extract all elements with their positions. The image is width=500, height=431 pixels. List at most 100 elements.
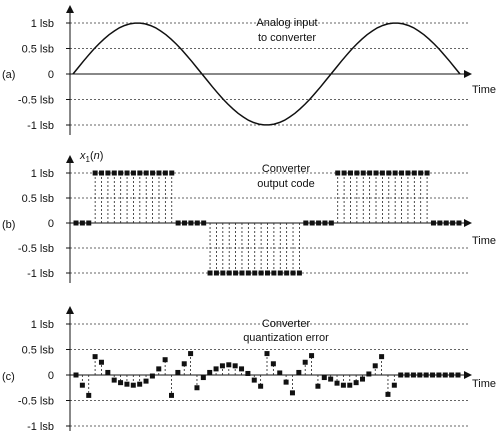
panel-a: 1 lsb 0.5 lsb 0 -0.5 lsb -1 lsb (a) Analog i… [2, 5, 496, 135]
y-tick-label: -0.5 lsb [18, 95, 54, 107]
sample-marker [399, 171, 404, 176]
x-axis-label-b: Time [472, 235, 496, 247]
sample-marker [386, 171, 391, 176]
sample-marker [444, 221, 449, 226]
sample-marker [335, 381, 340, 386]
sample-marker [291, 271, 296, 276]
panel-label-b: (b) [2, 219, 15, 231]
sample-marker [144, 171, 149, 176]
x-axis-label-a: Time [472, 84, 496, 96]
sample-marker [456, 373, 461, 378]
sample-marker [156, 366, 161, 371]
x-axis-arrow [464, 371, 472, 379]
sample-marker [265, 351, 270, 356]
sample-marker [424, 373, 429, 378]
panel-label-a: (a) [2, 69, 15, 81]
sample-marker [316, 221, 321, 226]
y-tick-label: 0 [48, 218, 54, 230]
sample-marker [169, 171, 174, 176]
sample-marker [271, 361, 276, 366]
sample-marker [380, 171, 385, 176]
sample-marker [328, 377, 333, 382]
sample-marker [450, 221, 455, 226]
sample-marker [347, 383, 352, 388]
sample-marker [169, 393, 174, 398]
sample-marker [80, 383, 85, 388]
sample-marker [131, 171, 136, 176]
sample-marker [374, 171, 379, 176]
sample-marker [150, 374, 155, 379]
sample-marker [227, 271, 232, 276]
annotation-b-line2: output code [257, 178, 315, 190]
sample-marker [425, 171, 430, 176]
sample-marker [182, 221, 187, 226]
panel-label-c: (c) [2, 371, 15, 383]
sample-marker [411, 373, 416, 378]
sample-marker [431, 221, 436, 226]
sample-marker [150, 171, 155, 176]
y-tick-label: -1 lsb [27, 268, 54, 280]
sample-marker [233, 363, 238, 368]
annotation-c-line1: Converter [262, 318, 311, 330]
sample-marker [201, 221, 206, 226]
sample-marker [303, 360, 308, 365]
sample-marker [226, 362, 231, 367]
sample-marker [246, 271, 251, 276]
sample-marker [239, 366, 244, 371]
sample-marker [315, 384, 320, 389]
y-tick-label: 0.5 lsb [22, 345, 54, 357]
sample-marker [74, 221, 79, 226]
sample-marker [175, 370, 180, 375]
sample-marker [86, 393, 91, 398]
annotation-c-line2: quantization error [243, 332, 329, 344]
sample-marker [354, 171, 359, 176]
sample-marker [188, 351, 193, 356]
sample-marker [74, 373, 79, 378]
sample-marker [341, 383, 346, 388]
sample-marker [93, 171, 98, 176]
sample-marker [93, 354, 98, 359]
sample-marker [131, 383, 136, 388]
sample-marker [348, 171, 353, 176]
y-tick-label: 0.5 lsb [22, 44, 54, 56]
y-axis-label-b: x1(n) [79, 150, 103, 164]
sample-marker [437, 221, 442, 226]
sample-marker [233, 271, 238, 276]
sample-marker [354, 380, 359, 385]
sample-marker [284, 271, 289, 276]
sample-marker [457, 221, 462, 226]
sample-marker [366, 371, 371, 376]
sample-marker [188, 221, 193, 226]
y-tick-label: 1 lsb [31, 18, 54, 30]
sample-marker [418, 171, 423, 176]
sample-marker [290, 390, 295, 395]
y-axis-arrow [66, 5, 74, 13]
sample-marker [297, 271, 302, 276]
sample-marker [417, 373, 422, 378]
sample-marker [436, 373, 441, 378]
panel-c: 1 lsb0.5 lsb0-0.5 lsb-1 lsb (c) Converte… [2, 306, 496, 431]
sample-marker [105, 370, 110, 375]
sample-marker [405, 171, 410, 176]
sample-marker [176, 221, 181, 226]
sample-marker [207, 370, 212, 375]
y-axis-arrow [66, 155, 74, 163]
sample-marker [125, 171, 130, 176]
sample-marker [220, 271, 225, 276]
sample-marker [342, 171, 347, 176]
annotation-a-line2: to converter [258, 32, 316, 44]
sample-marker [265, 271, 270, 276]
sample-marker [322, 221, 327, 226]
sample-marker [118, 171, 123, 176]
sample-marker [277, 370, 282, 375]
sample-marker [80, 221, 85, 226]
sample-marker [284, 380, 289, 385]
sample-marker [163, 357, 168, 362]
y-tick-label: 1 lsb [31, 168, 54, 180]
sample-marker [99, 360, 104, 365]
sample-marker [259, 271, 264, 276]
x-axis-arrow [464, 70, 472, 78]
y-tick-label: 0 [48, 370, 54, 382]
sample-marker [99, 171, 104, 176]
